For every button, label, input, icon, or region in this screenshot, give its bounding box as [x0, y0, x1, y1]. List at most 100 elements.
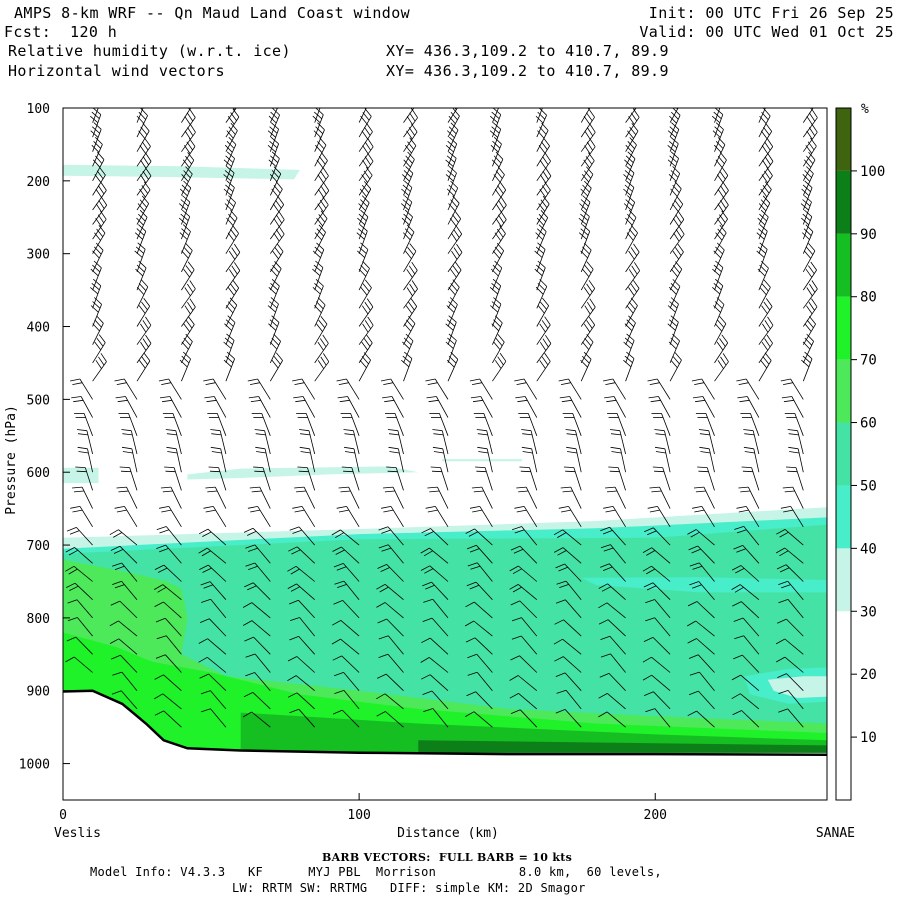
wind-barb-510 — [713, 242, 725, 273]
wind-barb-155 — [269, 333, 281, 364]
wind-barb-373 — [514, 378, 538, 400]
wind-barb-389 — [509, 675, 538, 692]
wind-barb-354 — [466, 691, 493, 710]
wind-barb-326 — [492, 181, 507, 211]
wind-barb-185 — [314, 224, 326, 254]
wind-barb-536 — [758, 108, 766, 123]
wind-barb-371 — [536, 334, 552, 364]
wind-barb-20 — [76, 429, 93, 455]
wind-barb-105 — [225, 108, 240, 138]
wind-barb-344 — [469, 506, 493, 528]
wind-barb-508 — [714, 210, 728, 240]
x-start-label: Veslis — [54, 826, 101, 841]
wind-barb-261 — [403, 298, 418, 327]
wind-barb-153 — [267, 297, 279, 327]
wind-barb-571 — [732, 710, 760, 728]
wind-barb-130 — [198, 547, 227, 564]
wind-barb-592 — [787, 429, 804, 455]
wind-barb-131 — [199, 564, 227, 582]
colorbar-tick-label-30: 30 — [860, 604, 877, 620]
wind-barb-567 — [734, 635, 760, 655]
init-time: Init: 00 UTC Fri 26 Sep 25 — [648, 4, 894, 22]
wind-barb-345 — [465, 528, 493, 546]
wind-barb-33 — [136, 108, 144, 123]
colorbar-tick-label-90: 90 — [860, 227, 877, 243]
wind-barb-69 — [181, 108, 196, 138]
wind-barb-526 — [688, 545, 715, 564]
wind-barb-435 — [623, 195, 636, 225]
rh-region-0 — [63, 164, 300, 180]
wind-barb-502 — [712, 122, 724, 152]
wind-barb-31 — [66, 636, 93, 655]
wind-barb-251 — [403, 137, 417, 167]
colorbar-tick-label-50: 50 — [860, 478, 877, 494]
wind-barb-499 — [645, 708, 671, 728]
wind-barb-232 — [343, 429, 360, 455]
field-rh-xy: XY= 436.3,109.2 to 410.7, 89.9 — [386, 42, 669, 60]
wind-barb-58 — [109, 529, 138, 546]
terrain-line — [63, 689, 827, 757]
wind-barb-585 — [802, 298, 818, 327]
wind-barb-410 — [559, 396, 582, 418]
wind-barb-266 — [382, 396, 404, 418]
wind-barb-164 — [247, 506, 271, 528]
wind-barb-488 — [647, 506, 671, 528]
wind-barb-361 — [536, 167, 552, 196]
wind-barb-56 — [116, 486, 138, 509]
wind-barb-35 — [136, 122, 150, 152]
wind-barb-560 — [736, 506, 760, 528]
wind-barb-84 — [179, 351, 191, 382]
wind-barb-522 — [697, 466, 715, 491]
wind-barb-156 — [269, 352, 283, 382]
wind-barb-272 — [381, 506, 404, 528]
wind-barb-318 — [422, 690, 449, 710]
wind-barb-59 — [110, 545, 138, 564]
wind-barb-479 — [668, 333, 680, 364]
wind-barb-598 — [775, 547, 804, 564]
wind-barb-198 — [297, 466, 316, 491]
wind-barb-301 — [425, 378, 449, 400]
wind-barb-455 — [600, 563, 626, 582]
wind-barb-310 — [420, 547, 449, 564]
wind-barb-605 — [777, 673, 804, 691]
wind-barb-157 — [247, 378, 271, 400]
wind-barb-118 — [224, 315, 236, 345]
wind-barb-224 — [358, 279, 372, 309]
wind-barb-119 — [223, 333, 235, 364]
wind-barb-582 — [802, 242, 816, 273]
wind-barb-540 — [758, 152, 774, 182]
wind-barb-333 — [490, 297, 502, 327]
wind-barb-367 — [534, 260, 546, 291]
wind-barb-587 — [802, 333, 814, 364]
wind-barb-194 — [293, 396, 316, 418]
y-axis-label: Pressure (hPa) — [4, 405, 19, 515]
wind-barb-206 — [289, 617, 316, 637]
colorbar-tick-label-100: 100 — [860, 164, 885, 180]
wind-barb-350 — [464, 620, 493, 637]
wind-barb-351 — [465, 637, 493, 655]
wind-barb-63 — [109, 620, 138, 637]
wind-barb-349 — [465, 601, 493, 619]
colorbar-tick-label-70: 70 — [860, 353, 877, 369]
wind-barb-386 — [511, 617, 538, 637]
wind-barb-407 — [580, 334, 594, 364]
wind-barb-274 — [378, 544, 404, 564]
wind-barb-528 — [689, 581, 715, 600]
y-tick-label-200: 200 — [27, 175, 50, 190]
wind-barb-134 — [199, 618, 227, 637]
wind-barb-299 — [445, 333, 457, 364]
wind-barb-378 — [519, 466, 538, 491]
wind-barb-234 — [341, 466, 360, 491]
wind-barb-562 — [733, 545, 760, 564]
wind-barb-524 — [692, 506, 715, 528]
wind-barb-531 — [687, 638, 715, 655]
wind-barb-498 — [644, 691, 671, 710]
wind-barb-18 — [71, 396, 93, 418]
wind-barb-591 — [784, 412, 804, 436]
wind-barb-396 — [580, 152, 595, 182]
wind-barb-205 — [289, 599, 315, 619]
wind-barb-342 — [475, 466, 493, 491]
wind-barb-566 — [733, 617, 760, 637]
wind-barb-9 — [92, 225, 106, 254]
wind-barb-148 — [269, 211, 285, 240]
